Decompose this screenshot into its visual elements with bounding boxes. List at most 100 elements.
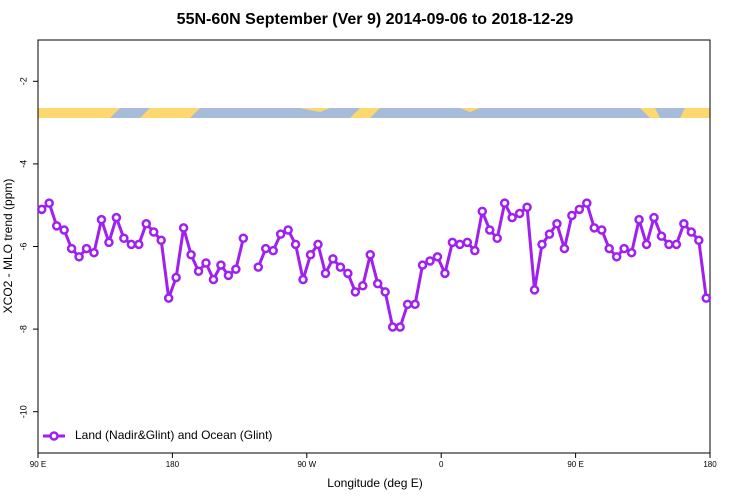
point xyxy=(104,237,114,248)
point xyxy=(582,198,592,208)
x-tick-label: 90 E xyxy=(30,460,46,469)
point xyxy=(552,219,562,229)
point xyxy=(701,293,712,303)
point xyxy=(313,239,323,250)
point xyxy=(611,252,622,262)
x-tick-label: 90 E xyxy=(567,460,583,469)
point xyxy=(455,239,465,250)
y-tick-label: -4 xyxy=(18,160,28,168)
point xyxy=(66,243,77,254)
point xyxy=(522,202,532,213)
point xyxy=(81,243,92,254)
series-line xyxy=(40,201,708,329)
legend-label: Land (Nadir&Glint) and Ocean (Glint) xyxy=(75,428,272,442)
point xyxy=(51,221,62,231)
map-strip xyxy=(38,108,710,118)
point xyxy=(395,322,405,332)
point xyxy=(320,268,331,279)
point xyxy=(171,272,181,283)
point xyxy=(350,287,361,297)
point xyxy=(574,204,585,215)
point xyxy=(163,293,174,303)
point xyxy=(432,252,443,262)
point xyxy=(544,229,555,239)
point xyxy=(178,223,189,233)
point xyxy=(596,225,607,235)
point xyxy=(671,239,682,250)
point xyxy=(567,210,577,221)
point xyxy=(365,250,376,260)
point xyxy=(268,245,278,256)
chart-title: 55N-60N September (Ver 9) 2014-09-06 to … xyxy=(177,11,574,28)
point xyxy=(298,274,308,285)
point xyxy=(111,212,122,223)
point xyxy=(499,198,510,208)
point xyxy=(440,268,450,279)
point xyxy=(96,214,107,225)
point xyxy=(447,237,458,248)
point xyxy=(141,219,152,229)
point xyxy=(372,278,383,289)
point xyxy=(231,264,241,274)
point xyxy=(193,266,204,277)
point xyxy=(626,247,637,258)
point xyxy=(589,223,600,233)
point xyxy=(283,225,293,235)
point xyxy=(156,235,166,246)
point xyxy=(275,229,286,239)
y-tick-label: -8 xyxy=(18,325,28,333)
point xyxy=(148,227,159,237)
point xyxy=(634,214,644,225)
point xyxy=(89,247,99,258)
point xyxy=(305,250,316,260)
point xyxy=(201,258,211,268)
point xyxy=(238,233,249,243)
point xyxy=(679,219,689,229)
x-tick-label: 180 xyxy=(166,460,180,469)
point xyxy=(260,243,271,254)
point xyxy=(290,239,301,250)
point xyxy=(335,262,346,272)
y-tick-label: -6 xyxy=(18,242,28,250)
point xyxy=(119,233,129,243)
point xyxy=(529,285,540,295)
point xyxy=(619,243,629,254)
point xyxy=(380,287,390,297)
point xyxy=(74,252,84,262)
point xyxy=(477,206,488,217)
point xyxy=(253,262,264,272)
point xyxy=(186,250,196,260)
x-tick-label: 0 xyxy=(439,460,444,469)
point xyxy=(358,280,368,291)
point xyxy=(59,225,69,235)
point xyxy=(44,198,54,208)
point xyxy=(694,235,704,246)
point xyxy=(664,239,674,250)
point xyxy=(216,260,226,270)
point xyxy=(343,268,353,279)
point xyxy=(223,270,234,281)
point xyxy=(656,231,667,241)
point xyxy=(462,237,473,248)
y-axis-label: XCO2 - MLO trend (ppm) xyxy=(1,179,15,314)
point xyxy=(507,212,517,223)
point xyxy=(417,260,428,270)
point xyxy=(470,245,480,256)
point xyxy=(134,239,144,250)
point xyxy=(649,212,659,223)
point xyxy=(484,225,495,235)
y-tick-label: -2 xyxy=(18,77,28,85)
point xyxy=(559,243,570,254)
point xyxy=(328,254,338,264)
point xyxy=(537,239,547,250)
point xyxy=(514,208,525,219)
point xyxy=(402,299,413,310)
point xyxy=(36,204,47,215)
legend-marker xyxy=(49,431,59,441)
point xyxy=(126,239,137,250)
point xyxy=(604,243,614,254)
point xyxy=(410,299,420,310)
point xyxy=(208,274,219,285)
